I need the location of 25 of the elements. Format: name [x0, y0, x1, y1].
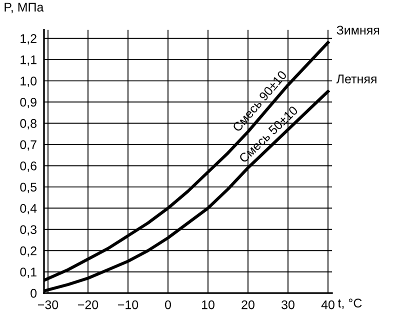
- x-tick-label: 40: [321, 300, 334, 310]
- y-tick-label: 0,2: [20, 246, 36, 257]
- y-tick-label: 0,7: [20, 140, 36, 151]
- y-tick-label: 0,1: [20, 268, 36, 278]
- y-tick-label: 0: [30, 288, 37, 298]
- x-tick-label: 0: [165, 300, 171, 310]
- y-tick-label: 0,6: [20, 162, 37, 172]
- y-tick-label: 1,1: [20, 56, 36, 66]
- x-tick-label: 30: [282, 300, 294, 310]
- series-label: Летняя: [336, 74, 376, 84]
- x-tick-label: 10: [202, 300, 214, 310]
- y-tick-label: 0,5: [20, 182, 37, 194]
- y-tick-label: 0,3: [20, 225, 37, 236]
- x-tick-label: −20: [78, 300, 98, 310]
- y-tick-label: 0,9: [20, 98, 36, 108]
- x-tick-label: −30: [38, 300, 58, 310]
- x-tick-label: 20: [242, 300, 254, 310]
- y-tick-label: 1,0: [20, 76, 37, 87]
- y-tick-label: 0,8: [20, 119, 37, 130]
- x-axis-title: t, °C: [338, 298, 362, 309]
- y-tick-label: 1,2: [20, 34, 36, 44]
- y-axis-title: P, МПа: [4, 2, 44, 14]
- x-tick-label: −10: [118, 300, 138, 310]
- series-label: Зимняя: [336, 26, 380, 35]
- y-tick-label: 0,4: [20, 204, 37, 214]
